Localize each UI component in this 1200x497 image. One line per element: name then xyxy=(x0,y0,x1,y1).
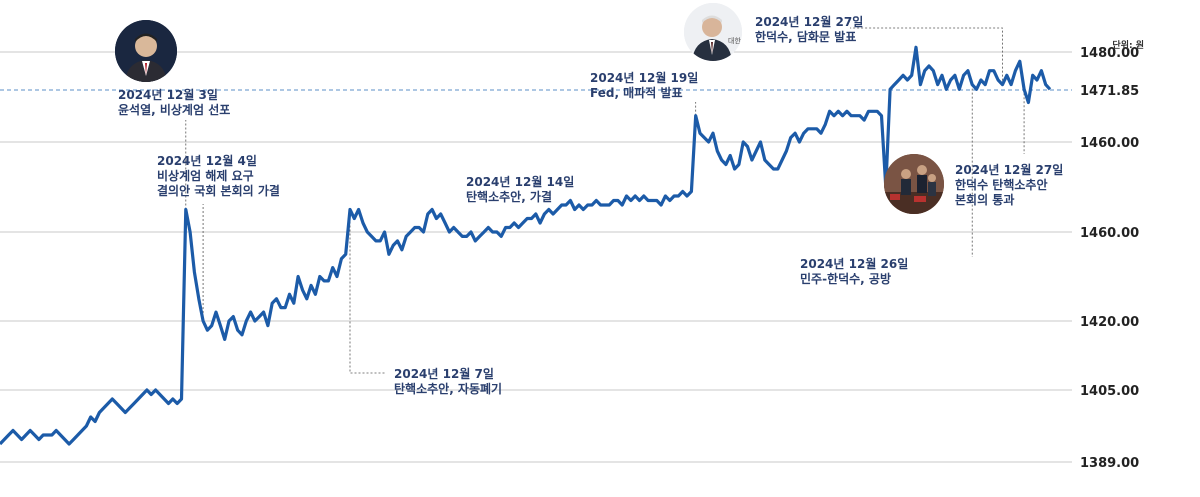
y-tick-label: 1405.00 xyxy=(1080,384,1139,399)
y-tick-label: 1389.00 xyxy=(1080,456,1139,471)
leader-dec27-speech xyxy=(850,27,1003,85)
annotation-text: 비상계엄 해제 요구 xyxy=(157,169,254,183)
svg-text:대한: 대한 xyxy=(728,37,741,45)
annotation-text: 탄핵소추안, 가결 xyxy=(466,190,553,204)
annotation-date: 2024년 12월 14일 xyxy=(466,175,575,189)
annotation-date: 2024년 12월 27일 xyxy=(755,15,864,29)
annotation-date: 2024년 12월 3일 xyxy=(118,88,218,102)
y-tick-label: 1480.00 xyxy=(1080,46,1139,61)
annotation-dec3: 2024년 12월 3일 윤석열, 비상계엄 선포 xyxy=(118,88,230,118)
person-icon: 대한 xyxy=(684,3,742,61)
y-tick-label: 1471.85 xyxy=(1080,84,1139,99)
y-tick-label: 1460.00 xyxy=(1080,136,1139,151)
annotation-text: 한덕수 탄핵소추안 xyxy=(955,178,1048,192)
series-line xyxy=(0,45,1052,446)
annotation-date: 2024년 12월 7일 xyxy=(394,367,494,381)
annotation-text: 한덕수, 담화문 발표 xyxy=(755,30,857,44)
annotation-date: 2024년 12월 19일 xyxy=(590,71,699,85)
annotation-text: 윤석열, 비상계엄 선포 xyxy=(118,103,231,117)
annotation-text: Fed, 매파적 발표 xyxy=(590,86,683,100)
unit-label: 단위: 원 xyxy=(1112,41,1144,51)
person-icon xyxy=(115,20,177,82)
annotation-dec27-speech: 2024년 12월 27일 한덕수, 담화문 발표 xyxy=(755,15,863,45)
annotation-text: 탄핵소추안, 자동폐기 xyxy=(394,382,503,396)
yoon-portrait xyxy=(115,20,177,82)
annotation-dec4: 2024년 12월 4일 비상계엄 해제 요구 결의안 국회 본회의 가결 xyxy=(157,154,280,199)
annotation-text: 민주-한덕수, 공방 xyxy=(800,272,891,286)
annotation-dec26: 2024년 12월 26일 민주-한덕수, 공방 xyxy=(800,257,908,287)
annotation-dec19: 2024년 12월 19일 Fed, 매파적 발표 xyxy=(590,71,698,101)
annotation-date: 2024년 12월 4일 xyxy=(157,154,257,168)
assembly-photo xyxy=(884,154,944,214)
y-tick-label: 1460.00 xyxy=(1080,226,1139,241)
annotation-dec14: 2024년 12월 14일 탄핵소추안, 가결 xyxy=(466,175,574,205)
y-tick-label: 1420.00 xyxy=(1080,315,1139,330)
assembly-scene-icon xyxy=(884,154,944,214)
annotation-dec27-impeach: 2024년 12월 27일 한덕수 탄핵소추안 본회의 통과 xyxy=(955,163,1063,208)
annotation-dec7: 2024년 12월 7일 탄핵소추안, 자동폐기 xyxy=(394,367,502,397)
annotation-date: 2024년 12월 27일 xyxy=(955,163,1064,177)
han-portrait: 대한 xyxy=(684,3,742,61)
annotation-text: 결의안 국회 본회의 가결 xyxy=(157,184,280,198)
annotation-text: 본회의 통과 xyxy=(955,193,1015,207)
annotation-date: 2024년 12월 26일 xyxy=(800,257,909,271)
